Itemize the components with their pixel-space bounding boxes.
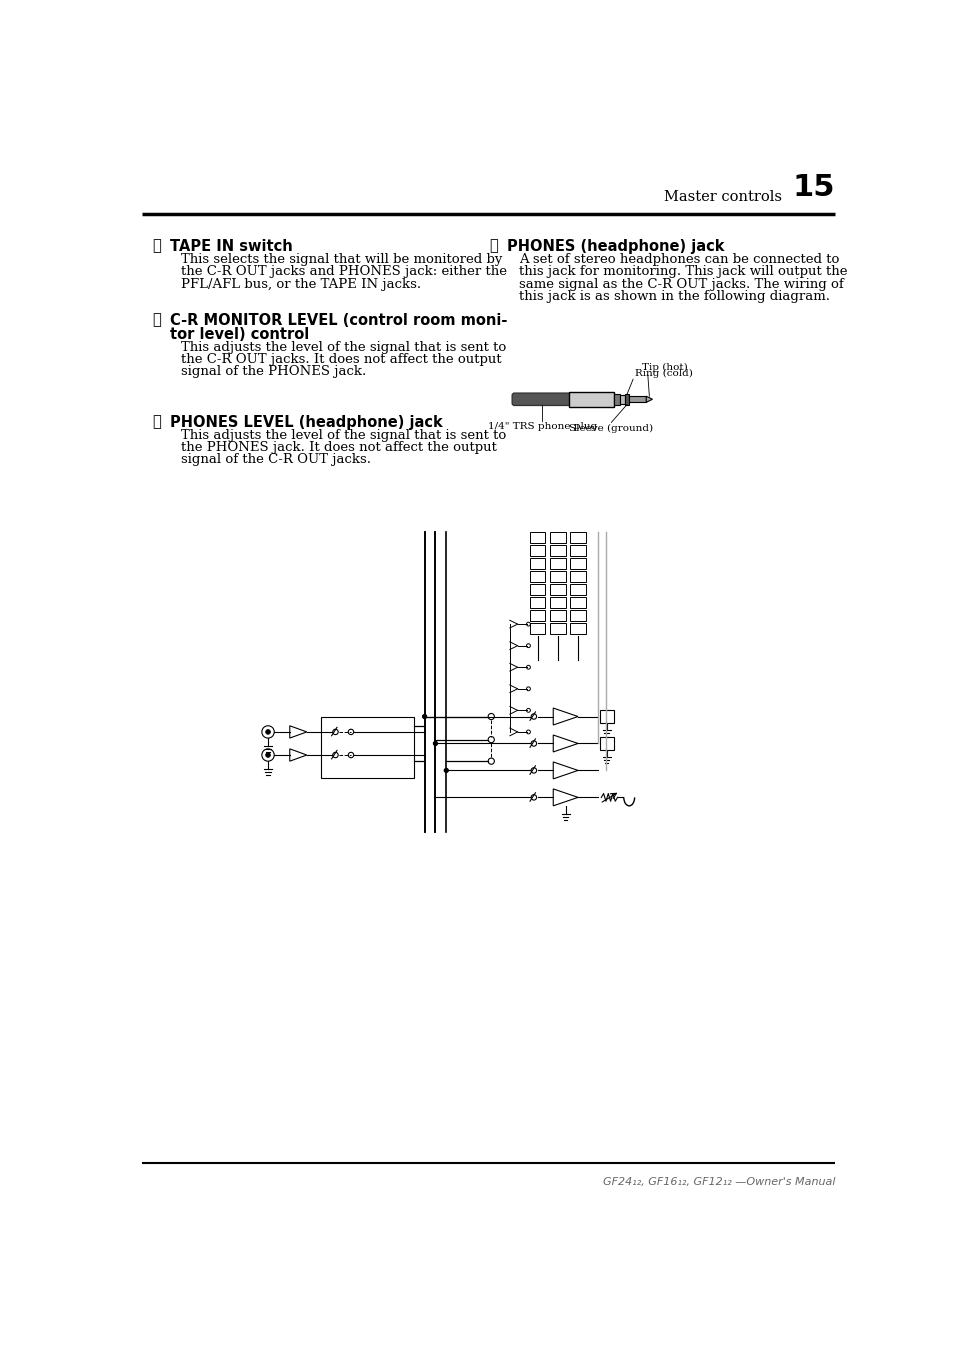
- Text: TAPE IN switch: TAPE IN switch: [170, 239, 292, 254]
- Text: Ring (cold): Ring (cold): [634, 369, 692, 378]
- Text: ⑥: ⑥: [152, 415, 160, 428]
- Bar: [550, 544, 565, 555]
- Text: tor level) control: tor level) control: [170, 327, 309, 342]
- Bar: [568, 392, 613, 407]
- Bar: [570, 584, 585, 594]
- Circle shape: [266, 730, 270, 734]
- Text: this jack for monitoring. This jack will output the: this jack for monitoring. This jack will…: [518, 265, 847, 278]
- Text: this jack is as shown in the following diagram.: this jack is as shown in the following d…: [518, 290, 829, 303]
- Bar: [550, 611, 565, 621]
- Polygon shape: [290, 725, 307, 738]
- Bar: [530, 584, 545, 594]
- Bar: [599, 738, 613, 750]
- Polygon shape: [553, 708, 578, 725]
- Circle shape: [422, 715, 426, 719]
- Text: the PHONES jack. It does not affect the output: the PHONES jack. It does not affect the …: [181, 440, 497, 454]
- Text: ⑦: ⑦: [489, 239, 497, 253]
- Text: C-R MONITOR LEVEL (control room moni-: C-R MONITOR LEVEL (control room moni-: [170, 313, 506, 328]
- Text: A set of stereo headphones can be connected to: A set of stereo headphones can be connec…: [518, 253, 839, 266]
- Bar: [570, 611, 585, 621]
- Text: ⑤: ⑤: [152, 313, 160, 327]
- Bar: [550, 597, 565, 608]
- Bar: [550, 532, 565, 543]
- Text: the C-R OUT jacks. It does not affect the output: the C-R OUT jacks. It does not affect th…: [181, 353, 501, 366]
- Bar: [550, 623, 565, 634]
- Bar: [550, 584, 565, 594]
- Bar: [629, 396, 645, 403]
- Bar: [530, 558, 545, 569]
- FancyBboxPatch shape: [512, 393, 572, 405]
- Bar: [599, 711, 613, 723]
- Circle shape: [444, 769, 448, 773]
- Polygon shape: [553, 789, 578, 805]
- Text: 15: 15: [792, 173, 835, 203]
- Polygon shape: [553, 735, 578, 753]
- Text: 1/4" TRS phone plug: 1/4" TRS phone plug: [487, 423, 597, 431]
- Bar: [570, 571, 585, 582]
- Text: the C-R OUT jacks and PHONES jack: either the: the C-R OUT jacks and PHONES jack: eithe…: [181, 265, 507, 278]
- Text: PHONES (headphone) jack: PHONES (headphone) jack: [506, 239, 723, 254]
- Text: ④: ④: [152, 239, 160, 253]
- Text: This adjusts the level of the signal that is sent to: This adjusts the level of the signal tha…: [181, 428, 506, 442]
- Circle shape: [266, 753, 270, 758]
- Bar: [530, 611, 545, 621]
- Text: Tip (hot): Tip (hot): [641, 363, 686, 373]
- Text: signal of the PHONES jack.: signal of the PHONES jack.: [181, 365, 366, 378]
- Bar: [530, 571, 545, 582]
- Text: GF24₁₂, GF16₁₂, GF12₁₂ —Owner's Manual: GF24₁₂, GF16₁₂, GF12₁₂ —Owner's Manual: [602, 1177, 835, 1188]
- Bar: [550, 571, 565, 582]
- Text: same signal as the C-R OUT jacks. The wiring of: same signal as the C-R OUT jacks. The wi…: [518, 277, 843, 290]
- Text: This adjusts the level of the signal that is sent to: This adjusts the level of the signal tha…: [181, 340, 506, 354]
- Text: signal of the C-R OUT jacks.: signal of the C-R OUT jacks.: [181, 453, 371, 466]
- Bar: [530, 532, 545, 543]
- Bar: [530, 597, 545, 608]
- Polygon shape: [645, 396, 652, 403]
- Bar: [570, 532, 585, 543]
- Polygon shape: [290, 748, 307, 761]
- Bar: [624, 394, 629, 405]
- Text: Sleeve (ground): Sleeve (ground): [569, 424, 653, 434]
- Text: PFL/AFL bus, or the TAPE IN jacks.: PFL/AFL bus, or the TAPE IN jacks.: [181, 277, 421, 290]
- Circle shape: [433, 742, 436, 746]
- Text: Master controls: Master controls: [663, 190, 781, 204]
- Text: PHONES LEVEL (headphone) jack: PHONES LEVEL (headphone) jack: [170, 415, 442, 430]
- Bar: [550, 558, 565, 569]
- Bar: [619, 394, 624, 404]
- Bar: [530, 623, 545, 634]
- Bar: [570, 623, 585, 634]
- Text: This selects the signal that will be monitored by: This selects the signal that will be mon…: [181, 253, 502, 266]
- Bar: [530, 544, 545, 555]
- Bar: [570, 544, 585, 555]
- Polygon shape: [553, 762, 578, 780]
- Bar: [613, 394, 619, 405]
- Bar: [570, 597, 585, 608]
- Bar: [320, 716, 414, 778]
- Bar: [570, 558, 585, 569]
